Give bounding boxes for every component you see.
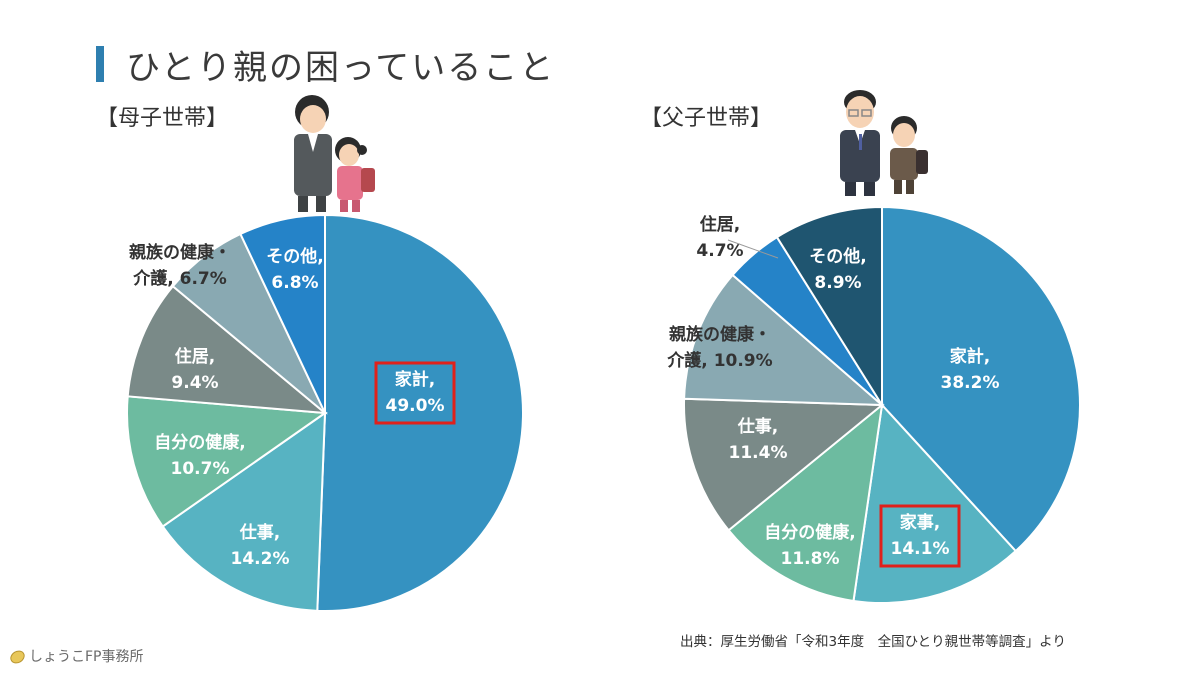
father-slice-text-3-0: 仕事, xyxy=(737,416,778,437)
mother-slice-1 xyxy=(161,411,327,612)
mother-slice-text-3-1: 9.4% xyxy=(171,373,218,393)
mother-and-daughter-worried-illustration xyxy=(294,95,375,212)
father-slice-label-1: 家事, 14.1% xyxy=(879,504,961,568)
father-slice-6 xyxy=(775,205,883,409)
mother-slice-text-2-1: 10.7% xyxy=(171,459,230,479)
mother-slice-label-4: 親族の健康・介護, 6.7% xyxy=(129,242,231,289)
father-slice-text-4-0: 親族の健康・ xyxy=(669,324,771,345)
father-slice-text-2-1: 11.8% xyxy=(781,549,840,569)
father-slice-text-3-1: 11.4% xyxy=(729,443,788,463)
mother-slice-label-5: その他, 6.8% xyxy=(266,246,323,293)
mother-household-label: 【母子世帯】 xyxy=(96,106,229,131)
mother-slice-text-4-1: 介護, 6.7% xyxy=(132,268,227,289)
father-slice-label-5: 住居, 4.7% xyxy=(696,214,743,261)
page-title: ひとり親の困っていること xyxy=(126,48,556,88)
father-slice-text-1-0: 家事, xyxy=(900,512,940,533)
father-leader-line xyxy=(727,239,779,259)
mother-slice-0 xyxy=(316,213,524,612)
father-slice-4 xyxy=(683,273,885,407)
mother-slice-text-1-1: 14.2% xyxy=(231,549,290,569)
brand-footer: しょうこFP事務所 xyxy=(8,646,144,666)
mother-slice-label-1: 仕事, 14.2% xyxy=(231,522,290,569)
father-highlight-box xyxy=(879,504,961,568)
mother-slice-text-1-0: 仕事, xyxy=(239,522,280,543)
father-slice-text-1-1: 14.1% xyxy=(891,539,950,559)
father-and-son-worried-illustration xyxy=(840,90,928,196)
mother-slice-label-2: 自分の健康, 10.7% xyxy=(154,432,245,479)
mother-slice-text-0-1: 49.0% xyxy=(386,396,445,416)
father-slice-label-4: 親族の健康・介護, 10.9% xyxy=(666,324,772,371)
father-slice-3 xyxy=(683,397,885,532)
father-slice-text-5-0: 住居, xyxy=(700,214,740,235)
father-slice-text-6-1: 8.9% xyxy=(814,273,861,293)
mother-slice-text-5-1: 6.8% xyxy=(271,273,318,293)
mother-slice-text-3-0: 住居, xyxy=(175,346,215,367)
father-slice-2 xyxy=(727,402,884,603)
mother-slice-label-3: 住居, 9.4% xyxy=(171,346,218,393)
father-slice-label-6: その他, 8.9% xyxy=(809,246,866,293)
father-slice-text-2-0: 自分の健康, xyxy=(764,522,855,543)
mother-slice-text-4-0: 親族の健康・ xyxy=(129,242,231,263)
father-slice-text-4-1: 介護, 10.9% xyxy=(666,350,772,371)
father-slice-label-0: 家計, 38.2% xyxy=(941,346,1000,393)
father-slice-text-5-1: 4.7% xyxy=(696,241,743,261)
source-citation: 出典：厚生労働省「令和3年度 全国ひとり親世帯等調査」より xyxy=(680,634,1066,650)
mother-pie xyxy=(126,213,524,612)
father-household-label: 【父子世帯】 xyxy=(640,106,773,131)
father-slice-1 xyxy=(852,402,1018,604)
father-pie xyxy=(683,205,1081,604)
brand-name: しょうこFP事務所 xyxy=(29,649,144,665)
lemon-icon xyxy=(8,648,27,666)
father-slice-label-2: 自分の健康, 11.8% xyxy=(764,522,855,569)
father-slice-0 xyxy=(881,205,1081,553)
father-slice-text-0-1: 38.2% xyxy=(941,373,1000,393)
father-slice-text-0-0: 家計, xyxy=(950,346,990,367)
mother-slice-2 xyxy=(126,395,328,528)
title-accent-bar xyxy=(96,46,104,82)
father-slice-text-6-0: その他, xyxy=(809,246,866,267)
mother-slice-3 xyxy=(126,284,329,415)
mother-slice-text-5-0: その他, xyxy=(266,246,323,267)
mother-highlight-box xyxy=(374,361,456,425)
father-slice-label-3: 仕事, 11.4% xyxy=(729,416,788,463)
mother-slice-5 xyxy=(239,213,326,414)
mother-slice-text-0-0: 家計, xyxy=(395,369,435,390)
mother-slice-label-0: 家計, 49.0% xyxy=(374,361,456,425)
mother-slice-text-2-0: 自分の健康, xyxy=(154,432,245,453)
